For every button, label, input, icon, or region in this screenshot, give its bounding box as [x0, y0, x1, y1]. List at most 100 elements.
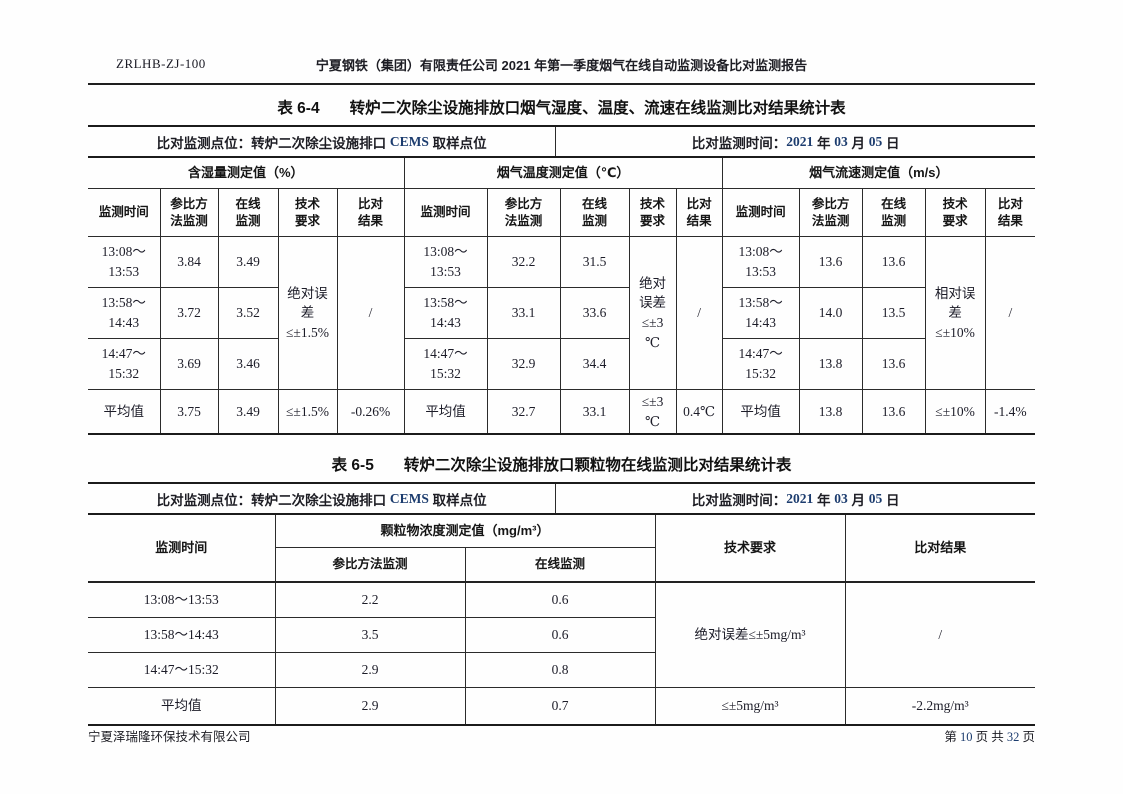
monitor-point-suffix: 取样点位: [428, 135, 487, 151]
humidity-group-title: 含湿量测定值（%）: [87, 157, 405, 189]
table-6-4: 含湿量测定值（%） 烟气温度测定值（℃） 烟气流速测定值（m/s） 监测时间 参…: [87, 157, 1036, 435]
cell-online: 13.6: [861, 338, 926, 390]
cell-tech-req: 绝对误差≤±5mg/m³: [654, 581, 846, 688]
monitor-day: 05: [868, 490, 883, 506]
group-title-row: 含湿量测定值（%） 烟气温度测定值（℃） 烟气流速测定值（m/s）: [87, 157, 1036, 189]
cell-time: 13:58～ 14:43: [403, 287, 488, 339]
cell-ref: 3.69: [159, 338, 219, 390]
cell-online: 13.6: [861, 389, 926, 435]
cell-ref: 32.9: [486, 338, 561, 390]
col-tech: 技术 要求: [628, 188, 677, 237]
cell-result: /: [675, 236, 723, 390]
cell-result: -2.2mg/m³: [844, 687, 1036, 726]
cell-result: -1.4%: [984, 389, 1036, 435]
cell-avg-label: 平均值: [87, 389, 161, 435]
col-ref: 参比方法监测: [274, 547, 466, 583]
col-time: 监测时间: [403, 188, 488, 237]
table-6-4-title: 转炉二次除尘设施排放口烟气湿度、温度、流速在线监测比对结果统计表: [349, 100, 846, 117]
column-header-row: 监测时间 参比方 法监测 在线 监测 技术 要求 比对 结果 监测时间 参比方 …: [87, 188, 1036, 237]
table-6-4-caption: 表 6-4 转炉二次除尘设施排放口烟气湿度、温度、流速在线监测比对结果统计表: [88, 96, 1035, 118]
cell-ref: 3.84: [159, 236, 219, 288]
cell-ref: 2.9: [274, 687, 466, 726]
cell-ref: 3.75: [159, 389, 219, 435]
table-row: 13:58～ 14:43 3.72 3.52 13:58～ 14:43 33.1…: [87, 287, 1035, 339]
cell-online: 34.4: [559, 338, 630, 390]
cell-online: 13.5: [861, 287, 926, 339]
cell-tech-req: ≤±3 ℃: [628, 389, 677, 435]
table-6-5: 监测时间 颗粒物浓度测定值（mg/m³） 技术要求 比对结果 参比方法监测 在线…: [87, 514, 1036, 726]
cell-time: 14:47～ 15:32: [403, 338, 488, 390]
cell-time: 13:08～ 13:53: [87, 236, 161, 288]
cell-avg-label: 平均值: [87, 687, 276, 726]
average-row: 平均值 2.9 0.7 ≤±5mg/m³ -2.2mg/m³: [87, 687, 1036, 726]
cell-time: 13:58～ 14:43: [721, 287, 800, 339]
cell-result: /: [844, 581, 1036, 688]
monitor-point-label: 比对监测点位：: [156, 492, 252, 508]
cell-time: 14:47～ 15:32: [87, 338, 161, 390]
page-number-prefix: 第: [944, 730, 960, 744]
cell-tech-req: ≤±5mg/m³: [654, 687, 846, 726]
page-number-suffix: 页: [1019, 730, 1035, 744]
cell-online: 0.6: [464, 581, 656, 618]
cems-abbrev: CEMS: [389, 133, 429, 149]
report-title: 宁夏钢铁（集团）有限责任公司 2021 年第一季度烟气在线自动监测设备比对监测报…: [315, 58, 808, 73]
cell-time: 13:08～13:53: [87, 581, 276, 618]
col-time: 监测时间: [87, 514, 276, 583]
col-time: 监测时间: [87, 188, 161, 237]
table-6-4-number: 表 6-4: [277, 100, 320, 117]
table-6-4-info-row: 比对监测点位： 转炉二次除尘设施排口 CEMS 取样点位 比对监测时间： 2021 …: [88, 125, 1035, 158]
cell-ref: 32.2: [486, 236, 561, 288]
monitor-time-label: 比对监测时间：: [691, 135, 787, 151]
cell-online: 3.49: [217, 389, 279, 435]
monitor-month: 03: [834, 133, 848, 149]
page-header: ZRLHB-ZJ-100 宁夏钢铁（集团）有限责任公司 2021 年第一季度烟气…: [88, 55, 1035, 85]
monitor-time-cell: 比对监测时间： 2021 年 03 月 05 日: [556, 127, 1035, 156]
pm-group-title: 颗粒物浓度测定值（mg/m³）: [274, 514, 656, 548]
cell-ref: 3.5: [274, 617, 466, 653]
col-result: 比对 结果: [984, 188, 1036, 237]
cell-online: 33.6: [559, 287, 630, 339]
monitor-point-value: 转炉二次除尘设施排口: [251, 135, 390, 151]
cell-online: 31.5: [559, 236, 630, 288]
monitor-time-label: 比对监测时间：: [691, 492, 787, 508]
col-tech: 技术 要求: [277, 188, 338, 237]
table-row: 14:47～15:32 2.9 0.8: [87, 652, 1035, 688]
cell-online: 0.6: [464, 617, 656, 653]
table-row: 14:47～ 15:32 3.69 3.46 14:47～ 15:32 32.9…: [87, 338, 1035, 390]
table-6-5-number: 表 6-5: [331, 457, 374, 474]
page-number-middle: 页 共: [972, 730, 1007, 744]
cell-ref: 13.8: [798, 389, 863, 435]
page-number: 第 10 页 共 32 页: [944, 726, 1035, 745]
cell-online: 3.49: [217, 236, 279, 288]
table-6-5-info-row: 比对监测点位： 转炉二次除尘设施排口 CEMS 取样点位 比对监测时间： 2021 …: [88, 482, 1035, 515]
col-ref: 参比方 法监测: [798, 188, 863, 237]
cell-ref: 14.0: [798, 287, 863, 339]
table-row: 13:08～ 13:53 3.84 3.49 绝对误 差 ≤±1.5% / 13…: [87, 236, 1036, 390]
day-unit: 日: [882, 135, 900, 151]
cell-avg-label: 平均值: [721, 389, 800, 435]
monitor-day: 05: [868, 133, 883, 149]
monitor-year: 2021: [786, 490, 814, 506]
total-pages: 32: [1006, 730, 1020, 744]
monitor-point-cell: 比对监测点位： 转炉二次除尘设施排口 CEMS 取样点位: [88, 484, 557, 513]
cell-ref: 3.72: [159, 287, 219, 339]
col-online: 在线 监测: [559, 188, 630, 237]
monitor-point-value: 转炉二次除尘设施排口: [251, 492, 390, 508]
col-online: 在线 监测: [861, 188, 926, 237]
cell-online: 3.46: [217, 338, 279, 390]
header-row-1: 监测时间 颗粒物浓度测定值（mg/m³） 技术要求 比对结果: [87, 514, 1036, 583]
monitor-year: 2021: [786, 133, 814, 149]
page-footer: 宁夏泽瑞隆环保技术有限公司 第 10 页 共 32 页: [88, 726, 1035, 745]
cell-time: 14:47～ 15:32: [721, 338, 800, 390]
cell-ref: 32.7: [486, 389, 561, 435]
cell-tech-req: ≤±1.5%: [277, 389, 338, 435]
cell-time: 13:08～ 13:53: [721, 236, 800, 288]
cell-ref: 2.2: [274, 581, 466, 618]
cems-abbrev: CEMS: [389, 490, 429, 506]
cell-tech-req: 相对误 差 ≤±10%: [924, 236, 986, 390]
col-online: 在线监测: [464, 547, 656, 583]
monitor-point-cell: 比对监测点位： 转炉二次除尘设施排口 CEMS 取样点位: [88, 127, 557, 156]
table-6-5-caption: 表 6-5 转炉二次除尘设施排放口颗粒物在线监测比对结果统计表: [88, 453, 1035, 475]
cell-online: 33.1: [559, 389, 630, 435]
